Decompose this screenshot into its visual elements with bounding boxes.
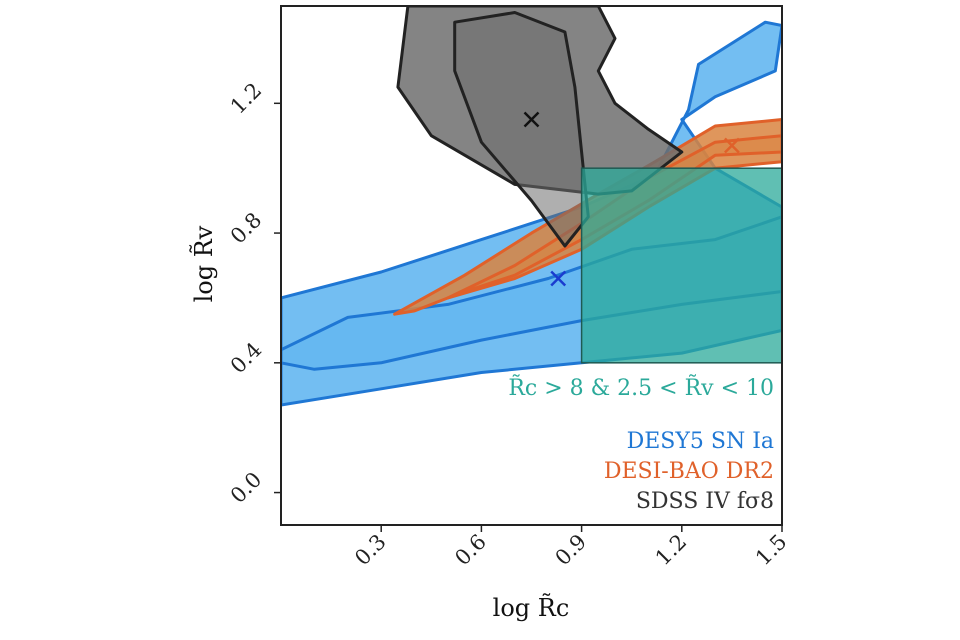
y-tick-label: 0.0	[226, 467, 267, 508]
region-annotation: R̃c > 8 & 2.5 < R̃v < 10	[508, 375, 774, 401]
y-tick-label: 1.2	[226, 78, 267, 119]
y-tick-label: 0.8	[226, 208, 267, 249]
allowed-region	[580, 167, 782, 364]
best-fit-marker-desi-bao	[724, 137, 740, 154]
x-axis-ticks: 0.3 0.6 0.9 1.2 1.5	[350, 525, 792, 571]
plot-area	[281, 6, 782, 407]
legend-item-desy5: DESY5 SN Ia	[627, 429, 774, 454]
legend-item-desi: DESI-BAO DR2	[604, 459, 774, 484]
x-tick-label: 0.3	[350, 530, 391, 571]
y-axis-ticks: 0.0 0.4 0.8 1.2	[226, 78, 281, 508]
legend-item-sdss: SDSS IV fσ8	[636, 489, 774, 514]
region-layer	[580, 167, 782, 364]
y-axis-title: log R̃v	[190, 225, 218, 302]
y-tick-label: 0.4	[226, 338, 267, 379]
best-fit-marker-sdss	[523, 111, 540, 128]
plot-frame	[280, 5, 783, 526]
x-tick-label: 0.6	[450, 530, 491, 571]
best-fit-markers	[523, 111, 740, 287]
x-axis-title: log R̃c	[493, 594, 570, 622]
x-tick-label: 1.5	[751, 530, 792, 571]
x-tick-label: 1.2	[651, 530, 692, 571]
legend: DESY5 SN Ia DESI-BAO DR2 SDSS IV fσ8	[604, 429, 774, 514]
x-tick-label: 0.9	[551, 530, 592, 571]
best-fit-marker-desy5	[550, 270, 567, 287]
